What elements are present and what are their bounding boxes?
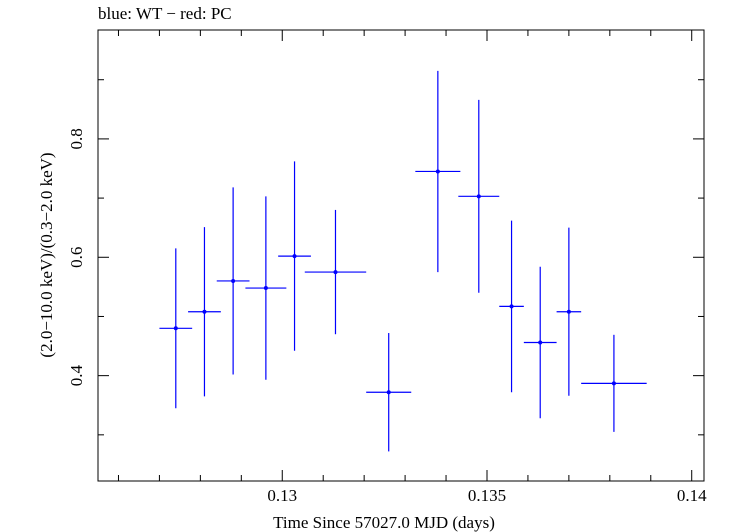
data-point (499, 220, 524, 393)
y-tick-label: 0.4 (67, 365, 86, 387)
point-marker (292, 254, 297, 259)
y-tick-label: 0.6 (67, 247, 86, 268)
point-marker (611, 381, 616, 386)
data-points (159, 70, 647, 452)
data-point (366, 333, 412, 452)
point-marker (263, 286, 268, 291)
point-marker (231, 278, 236, 283)
point-marker (333, 270, 338, 275)
plot-frame (97, 29, 705, 482)
x-axis-label: Time Since 57027.0 MJD (days) (273, 513, 495, 532)
data-point (458, 99, 500, 293)
point-marker (173, 326, 178, 331)
point-marker (202, 309, 207, 314)
point-marker (538, 340, 543, 345)
point-marker (476, 194, 481, 199)
data-point (159, 248, 193, 409)
tick-labels: 0.13 0.135 0.14 0.4 0.6 0.8 (67, 128, 707, 505)
x-tick-label: 0.14 (677, 486, 707, 505)
data-point (581, 334, 647, 432)
x-tick-label: 0.13 (267, 486, 297, 505)
axis-ticks (98, 30, 704, 481)
point-marker (386, 390, 391, 395)
y-tick-label: 0.8 (67, 128, 86, 149)
chart-title: blue: WT − red: PC (98, 4, 232, 23)
data-point (304, 209, 367, 335)
data-point (245, 196, 287, 380)
x-tick-label: 0.135 (468, 486, 506, 505)
data-point (415, 70, 461, 273)
point-marker (566, 309, 571, 314)
y-axis-label: (2.0−10.0 keV)/(0.3−2.0 keV) (37, 152, 56, 357)
data-point (188, 227, 221, 397)
point-marker (435, 169, 440, 174)
point-marker (509, 304, 514, 309)
data-point (556, 227, 582, 396)
data-point (278, 161, 311, 351)
data-point (523, 266, 557, 419)
data-point (216, 187, 250, 375)
